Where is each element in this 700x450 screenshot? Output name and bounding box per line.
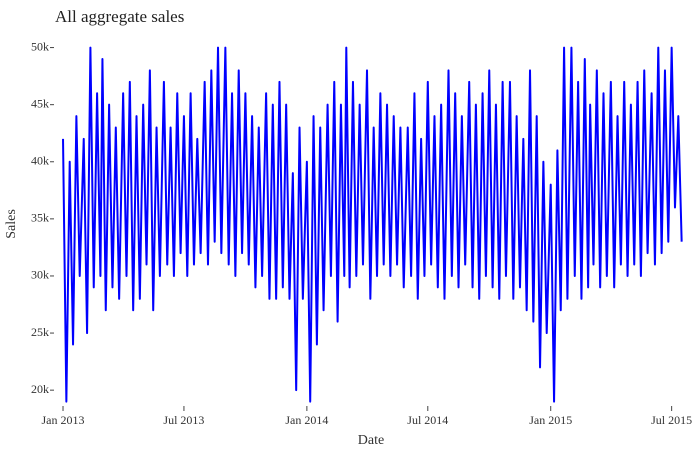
x-tick-label: Jan 2013 xyxy=(42,413,85,427)
chart-title: All aggregate sales xyxy=(55,7,184,26)
y-tick-label: 20k xyxy=(31,382,49,396)
sales-line xyxy=(62,46,683,403)
x-tick-label: Jul 2015 xyxy=(651,413,692,427)
y-tick-label: 35k xyxy=(31,211,49,225)
x-tick-label: Jul 2013 xyxy=(163,413,204,427)
x-tick-label: Jan 2015 xyxy=(529,413,572,427)
x-axis-label: Date xyxy=(358,433,384,448)
y-tick-label: 25k xyxy=(31,325,49,339)
y-tick-label: 50k xyxy=(31,39,49,53)
y-tick-label: 40k xyxy=(31,154,49,168)
x-tick-label: Jan 2014 xyxy=(285,413,328,427)
y-axis-label: Sales xyxy=(4,209,19,239)
x-tick-label: Jul 2014 xyxy=(407,413,448,427)
y-tick-label: 30k xyxy=(31,268,49,282)
y-tick-label: 45k xyxy=(31,96,49,110)
